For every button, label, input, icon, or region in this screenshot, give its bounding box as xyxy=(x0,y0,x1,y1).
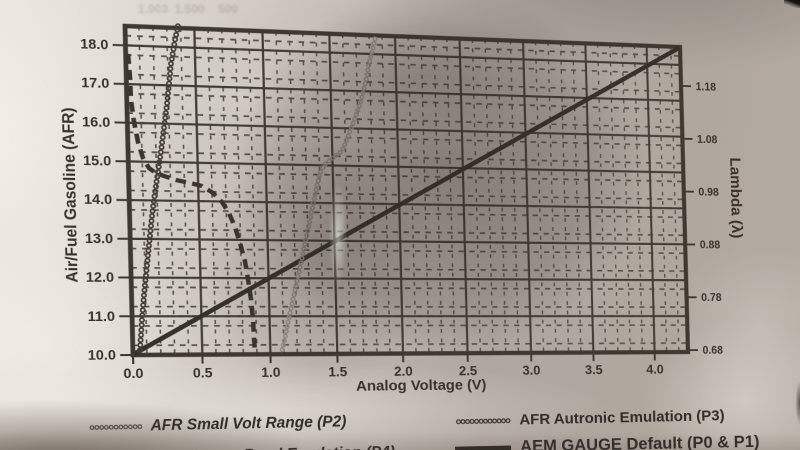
svg-text:0.68: 0.68 xyxy=(702,344,723,357)
svg-text:10.0: 10.0 xyxy=(88,347,117,363)
svg-text:12.0: 12.0 xyxy=(86,269,115,285)
svg-text:3.5: 3.5 xyxy=(585,362,603,377)
svg-text:Lambda (λ): Lambda (λ) xyxy=(727,157,746,238)
svg-text:14.0: 14.0 xyxy=(84,191,113,207)
svg-text:0.78: 0.78 xyxy=(701,291,722,304)
svg-text:0.0: 0.0 xyxy=(123,365,144,381)
svg-text:1.18: 1.18 xyxy=(695,80,716,93)
svg-text:4.0: 4.0 xyxy=(646,362,664,377)
svg-text:1.5: 1.5 xyxy=(328,364,348,379)
svg-text:2.0: 2.0 xyxy=(394,364,413,379)
svg-text:3.0: 3.0 xyxy=(522,363,541,378)
svg-text:0.98: 0.98 xyxy=(698,186,719,199)
svg-text:17.0: 17.0 xyxy=(81,75,110,91)
svg-text:13.0: 13.0 xyxy=(85,230,114,246)
svg-text:11.0: 11.0 xyxy=(87,308,115,324)
svg-text:1.0: 1.0 xyxy=(261,364,281,379)
svg-text:18.0: 18.0 xyxy=(80,36,109,53)
svg-text:0.88: 0.88 xyxy=(700,238,721,251)
svg-text:2.5: 2.5 xyxy=(459,363,478,378)
svg-text:16.0: 16.0 xyxy=(82,113,111,129)
svg-text:15.0: 15.0 xyxy=(83,152,112,168)
svg-text:0.5: 0.5 xyxy=(193,365,213,381)
svg-text:Analog Voltage (V): Analog Voltage (V) xyxy=(356,377,487,394)
svg-text:1.08: 1.08 xyxy=(697,133,718,146)
